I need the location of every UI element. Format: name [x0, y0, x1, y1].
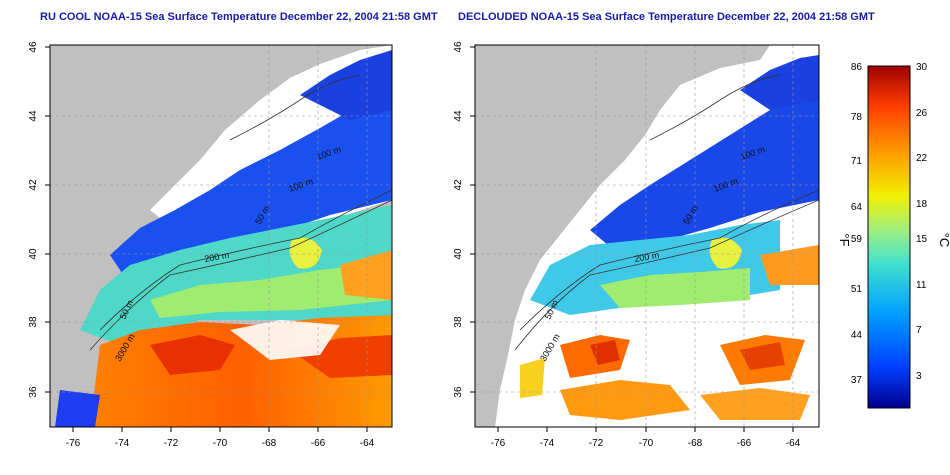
lat-tick-label: 38: [453, 316, 464, 328]
fahrenheit-tick: 37: [851, 375, 863, 386]
fahrenheit-tick: 86: [851, 62, 863, 73]
lat-tick-label: 46: [453, 41, 464, 53]
fahrenheit-tick: 71: [851, 156, 863, 167]
contour-label: 200 m: [204, 250, 230, 264]
lat-tick-label: 40: [453, 248, 464, 260]
celsius-tick: 11: [916, 280, 927, 291]
celsius-tick: 30: [916, 62, 928, 73]
celsius-tick: 3: [916, 371, 922, 382]
map-frame: [49, 44, 393, 428]
lat-tick-label: 42: [453, 179, 464, 191]
celsius-tick: 26: [916, 108, 928, 119]
left-sst-map: 100 m 100 m 50 m 200 m 50 m 3000 m -76 -…: [28, 41, 393, 449]
left-map-title: RU COOL NOAA-15 Sea Surface Temperature …: [40, 11, 438, 23]
map-grid: [475, 45, 819, 427]
fahrenheit-tick: 51: [851, 284, 863, 295]
lat-tick-label: 38: [28, 316, 39, 328]
celsius-tick: 22: [916, 153, 928, 164]
contour-label: 200 m: [634, 250, 660, 264]
lon-tick-label: -74: [115, 438, 130, 449]
lat-tick-label: 36: [28, 386, 39, 398]
lat-tick-label: 44: [28, 110, 39, 122]
lon-tick-label: -74: [540, 438, 555, 449]
lat-tick-label: 44: [453, 110, 464, 122]
lon-tick-label: -68: [262, 438, 277, 449]
fahrenheit-tick: 59: [851, 234, 863, 245]
lat-tick-label: 36: [453, 386, 464, 398]
celsius-unit-label: °C: [937, 233, 950, 248]
map-frame: [474, 44, 820, 428]
lon-tick-label: -76: [491, 438, 506, 449]
fahrenheit-tick: 44: [851, 330, 863, 341]
lon-tick-label: -72: [164, 438, 179, 449]
lon-tick-label: -66: [737, 438, 752, 449]
right-sst-map: 100 m 100 m 50 m 200 m 50 m 3000 m -76 -…: [453, 41, 820, 449]
celsius-tick: 7: [916, 325, 922, 336]
lat-tick-label: 42: [28, 179, 39, 191]
celsius-tick: 15: [916, 234, 928, 245]
lon-tick-label: -64: [786, 438, 801, 449]
colorbar-gradient: [867, 65, 911, 409]
map-grid: [50, 45, 392, 427]
land-area: [475, 45, 770, 427]
lon-tick-label: -64: [360, 438, 375, 449]
lon-tick-label: -68: [688, 438, 703, 449]
temperature-colorbar: 86 78 71 64 59 51 44 37 30 26 22 18 15 1…: [837, 62, 950, 409]
celsius-tick: 18: [916, 199, 928, 210]
fahrenheit-tick: 78: [851, 112, 863, 123]
lon-tick-label: -76: [66, 438, 81, 449]
lon-tick-label: -66: [311, 438, 326, 449]
lon-tick-label: -70: [213, 438, 228, 449]
right-map-title: DECLOUDED NOAA-15 Sea Surface Temperatur…: [458, 11, 875, 23]
lon-tick-label: -72: [589, 438, 604, 449]
fahrenheit-unit-label: °F: [837, 233, 852, 246]
lon-tick-label: -70: [639, 438, 654, 449]
lat-tick-label: 40: [28, 248, 39, 260]
lat-tick-label: 46: [28, 41, 39, 53]
fahrenheit-tick: 64: [851, 202, 863, 213]
cold-shelf-water: [590, 90, 819, 255]
cold-shelf-water: [110, 92, 392, 285]
